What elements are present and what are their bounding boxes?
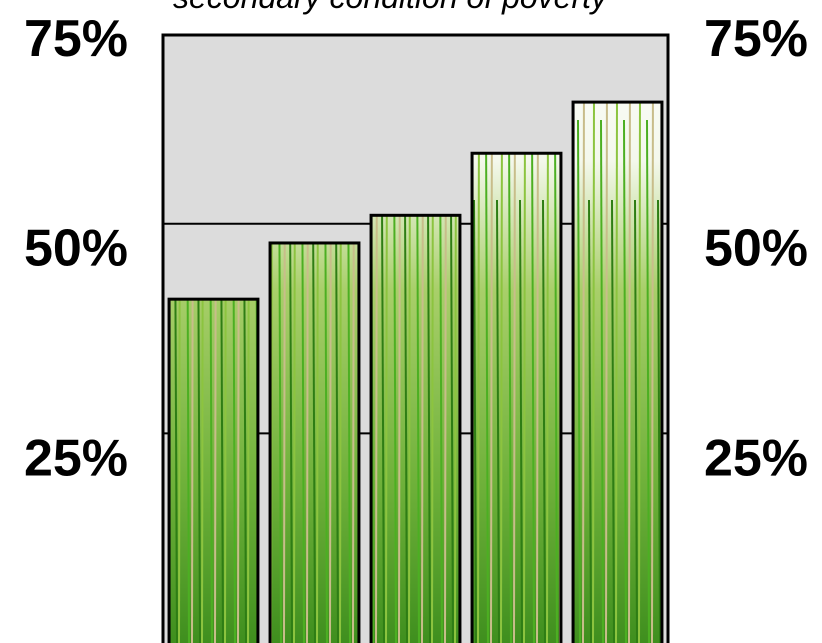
y2-tick-label: 25% (704, 429, 808, 487)
chart: secondary condition of poverty 25% 25% 50%… (0, 0, 822, 643)
y-tick-label: 25% (24, 429, 128, 487)
bar (472, 153, 561, 643)
y2-tick-label: 50% (704, 220, 808, 278)
y-tick-label: 50% (24, 220, 128, 278)
y2-tick-label: 75% (704, 10, 808, 68)
bar (270, 243, 359, 643)
bar (169, 299, 258, 643)
y-tick-label: 75% (24, 10, 128, 68)
chart-title: secondary condition of poverty (173, 0, 609, 15)
bar (573, 102, 662, 643)
bar (371, 215, 460, 643)
